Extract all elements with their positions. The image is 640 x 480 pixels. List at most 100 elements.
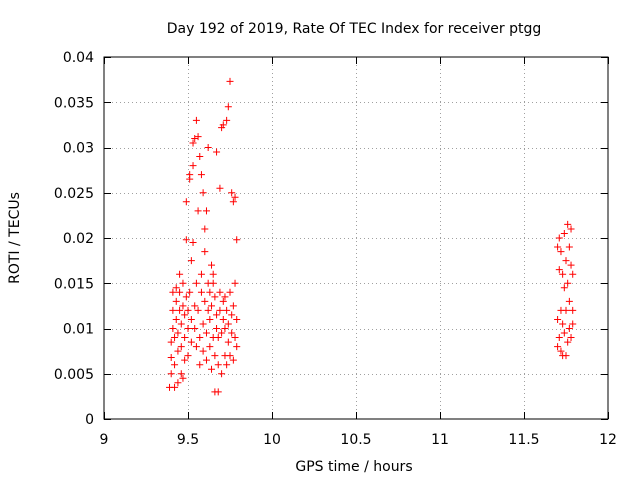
data-point — [182, 293, 190, 301]
data-point — [214, 334, 222, 342]
data-point — [567, 225, 575, 233]
data-point — [194, 207, 202, 215]
data-point — [567, 334, 575, 342]
data-point — [167, 353, 175, 361]
data-point — [204, 144, 212, 151]
data-point — [213, 311, 221, 319]
data-point — [201, 225, 209, 233]
data-point — [565, 297, 573, 305]
data-point — [172, 284, 180, 292]
data-point — [184, 306, 192, 314]
data-point — [171, 334, 179, 342]
data-point — [559, 320, 567, 328]
data-point — [229, 302, 237, 310]
y-tick-label: 0.03 — [63, 141, 94, 157]
data-point — [228, 189, 236, 197]
data-point — [191, 134, 199, 142]
data-point — [219, 315, 227, 323]
data-point — [194, 133, 202, 141]
data-point — [560, 229, 568, 237]
data-point — [211, 293, 219, 301]
data-point — [554, 343, 562, 351]
y-tick-label: 0.035 — [54, 95, 94, 111]
data-point — [221, 325, 229, 332]
data-point — [192, 343, 200, 351]
data-point — [187, 257, 195, 265]
data-points — [166, 77, 577, 396]
grid — [104, 57, 608, 419]
data-point — [189, 239, 197, 247]
data-point — [199, 320, 207, 328]
data-point — [233, 343, 241, 351]
data-point — [199, 189, 207, 197]
data-point — [169, 306, 177, 314]
data-point — [564, 220, 572, 228]
data-point — [187, 315, 195, 323]
data-point — [219, 121, 227, 129]
data-point — [224, 103, 232, 111]
x-tick-label: 11.5 — [508, 432, 539, 448]
data-point — [189, 139, 197, 147]
data-point — [224, 338, 232, 346]
x-tick-label: 10 — [263, 432, 281, 448]
data-point — [179, 302, 187, 310]
y-tick-label: 0.005 — [54, 367, 94, 383]
data-point — [233, 236, 241, 244]
data-point — [562, 306, 570, 314]
data-point — [176, 270, 184, 278]
data-point — [196, 153, 204, 161]
data-point — [202, 207, 210, 215]
data-point — [214, 361, 222, 369]
data-point — [184, 325, 192, 332]
data-point — [189, 162, 197, 170]
x-axis-title: GPS time / hours — [295, 459, 412, 475]
data-point — [181, 311, 189, 319]
data-point — [228, 311, 236, 319]
data-point — [177, 343, 185, 351]
data-point — [208, 261, 216, 269]
data-point — [186, 171, 194, 179]
data-point — [226, 77, 234, 85]
data-point — [202, 329, 210, 337]
data-point — [567, 261, 575, 269]
data-point — [171, 383, 179, 391]
data-point — [565, 325, 573, 332]
data-point — [174, 379, 182, 387]
data-point — [209, 279, 217, 287]
axis-ticks: 9 9.5 10 10.5 11 11.5 12 0 0.005 0.01 0.015 0.02 0.0… — [54, 50, 617, 448]
x-tick-label: 12 — [599, 432, 617, 448]
data-point — [564, 338, 572, 346]
data-point — [206, 288, 214, 296]
data-point — [206, 315, 214, 323]
x-tick-label: 9 — [100, 432, 109, 448]
data-point — [569, 306, 577, 314]
data-point — [177, 320, 185, 328]
data-point — [223, 306, 231, 314]
data-point — [202, 356, 210, 364]
data-point — [174, 329, 182, 337]
data-point — [187, 338, 195, 346]
data-point — [218, 370, 226, 378]
data-point — [229, 198, 237, 206]
data-point — [196, 334, 204, 342]
data-point — [177, 370, 185, 378]
data-point — [214, 388, 222, 396]
data-point — [231, 193, 239, 201]
data-point — [218, 329, 226, 337]
data-point — [186, 288, 194, 296]
data-point — [562, 257, 570, 265]
data-point — [201, 297, 209, 305]
data-point — [564, 279, 572, 287]
data-point — [192, 116, 200, 124]
y-tick-label: 0.01 — [63, 322, 94, 338]
data-point — [231, 334, 239, 342]
data-point — [557, 347, 565, 355]
data-point — [233, 315, 241, 323]
data-point — [569, 270, 577, 278]
data-point — [223, 116, 231, 124]
data-point — [216, 184, 224, 192]
data-point — [167, 370, 175, 378]
data-point — [181, 334, 189, 342]
data-point — [213, 148, 221, 156]
